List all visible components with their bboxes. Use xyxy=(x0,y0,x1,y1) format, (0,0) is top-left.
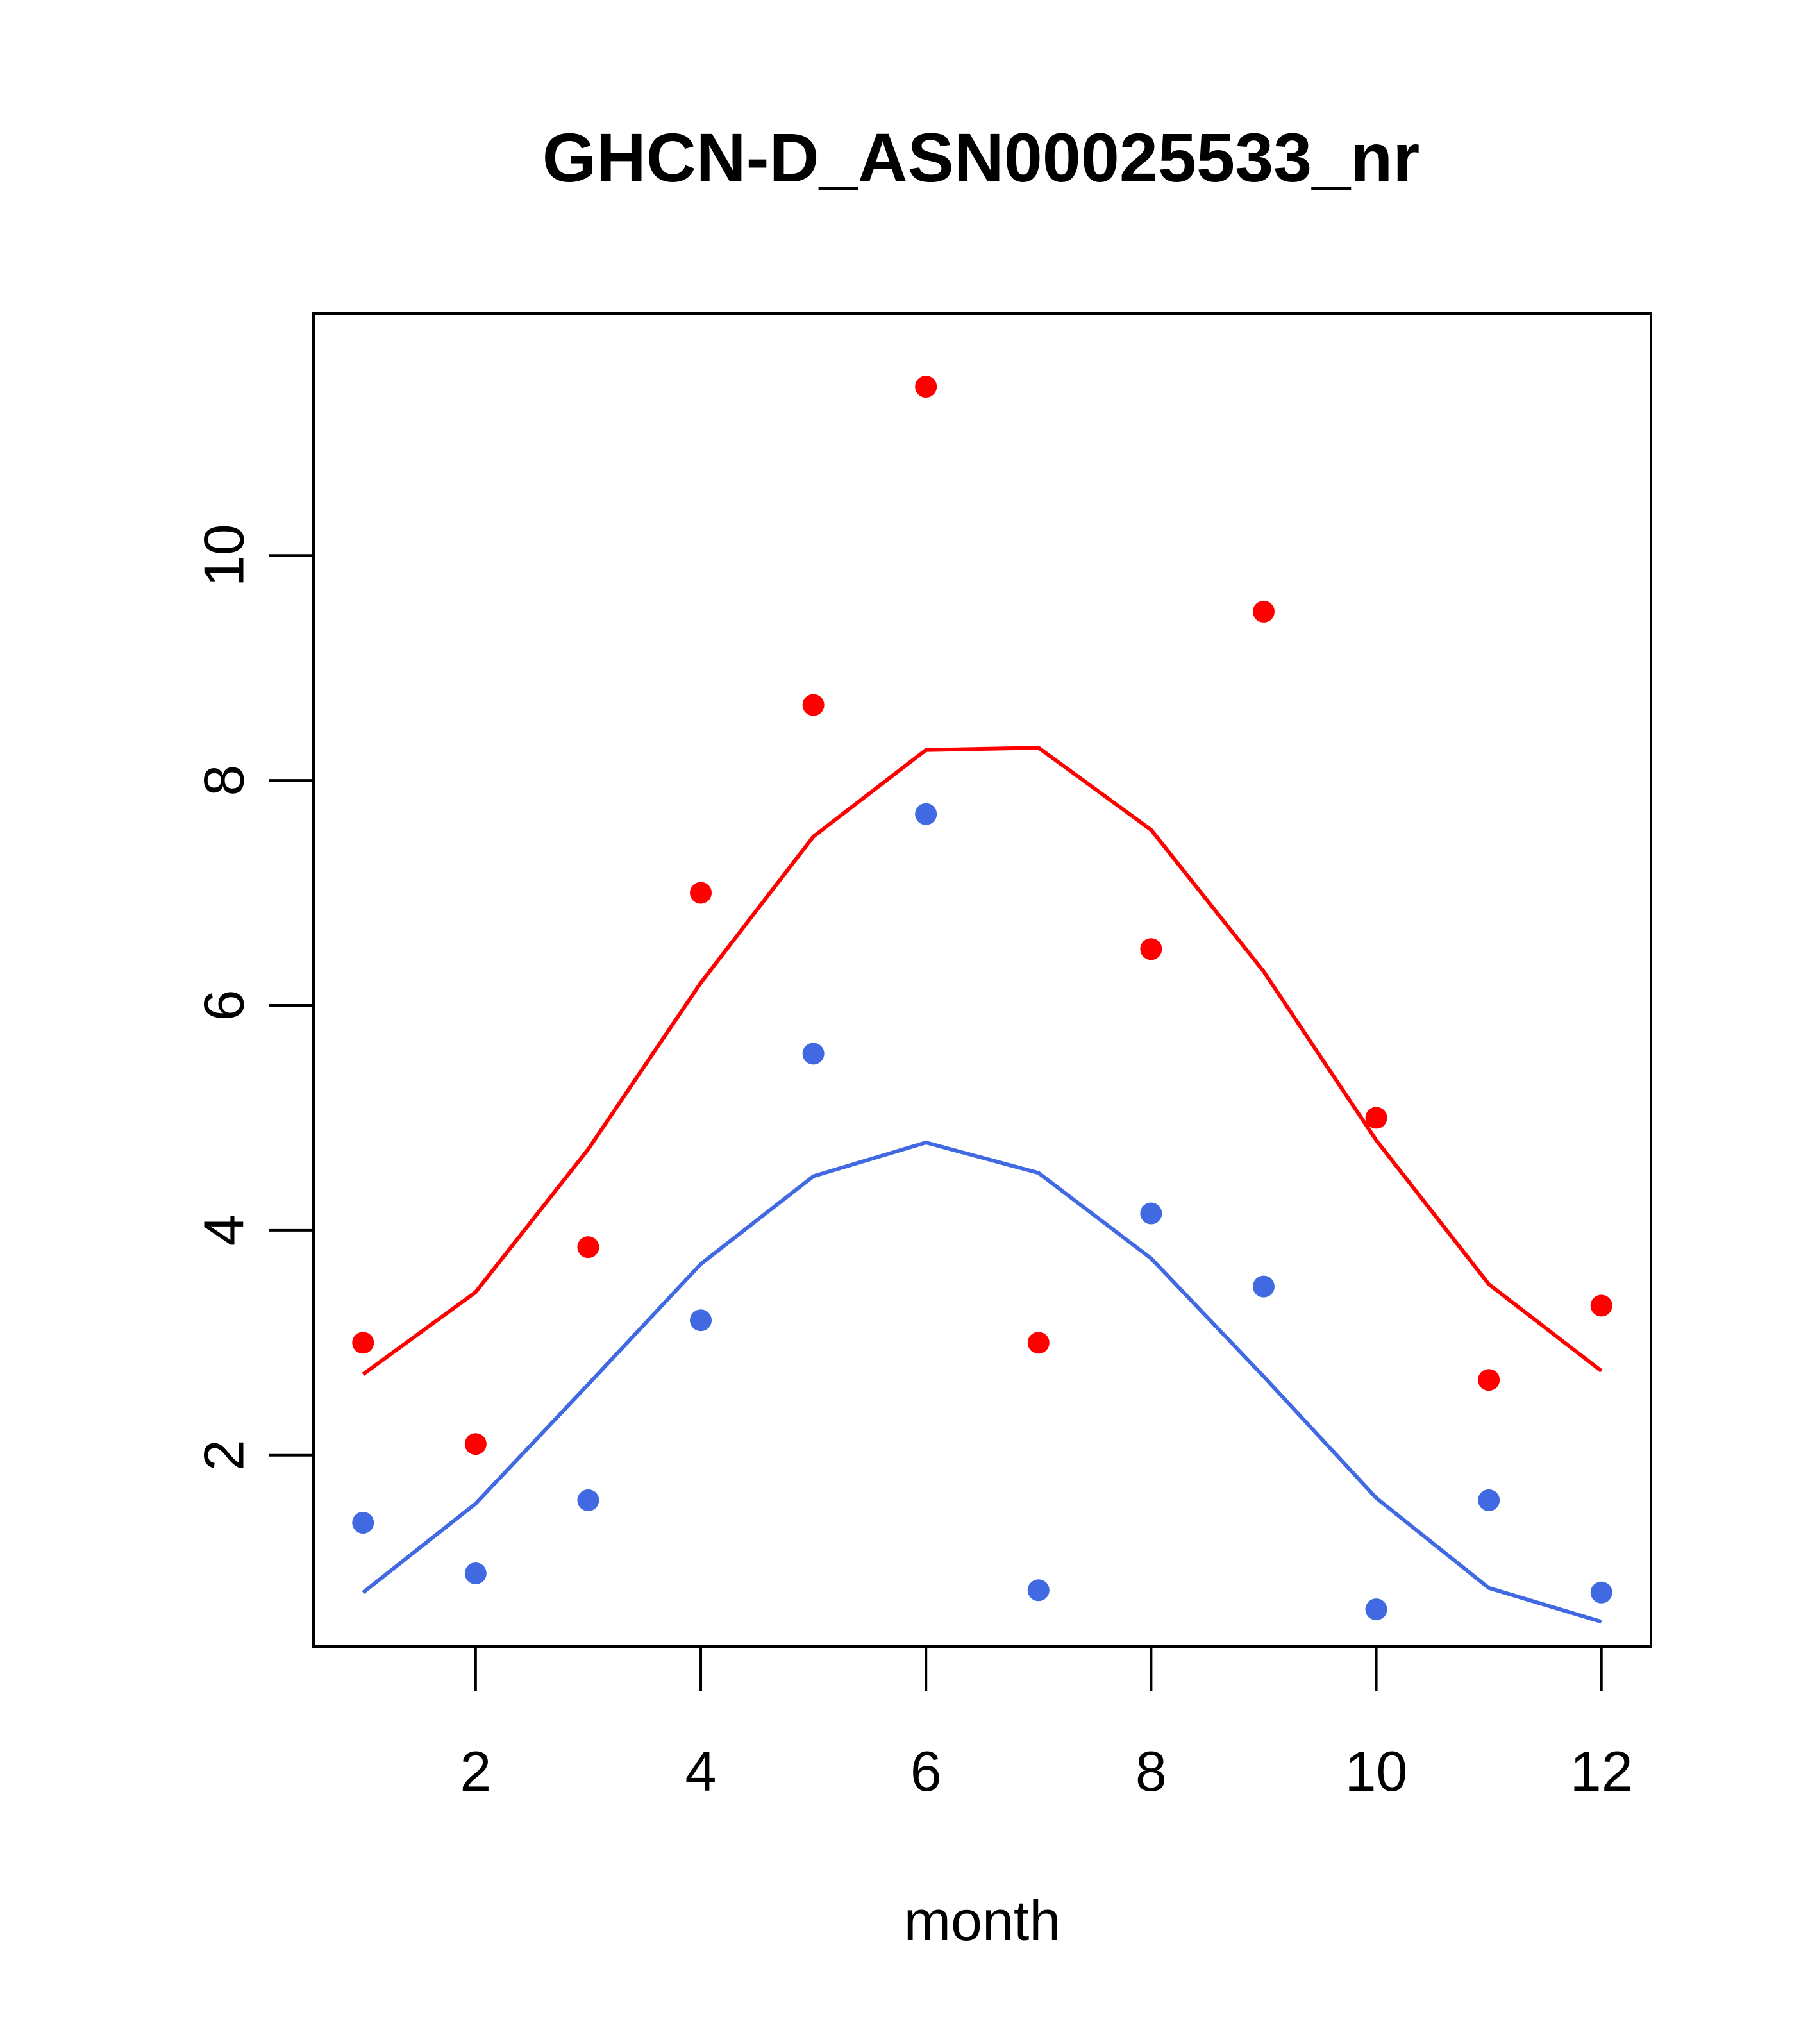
red-data-point xyxy=(802,694,825,716)
red-data-point xyxy=(577,1236,599,1259)
blue-data-point xyxy=(352,1512,374,1534)
plot-frame xyxy=(312,312,1652,1648)
red-data-point xyxy=(1140,938,1162,960)
x-tick-label: 8 xyxy=(1135,1739,1167,1803)
blue-data-point xyxy=(690,1309,712,1332)
blue-data-point xyxy=(464,1562,487,1584)
red-data-point xyxy=(1590,1294,1612,1317)
red-data-point xyxy=(1365,1107,1387,1129)
y-tick-label: 8 xyxy=(192,765,256,796)
blue-data-point xyxy=(1252,1275,1275,1298)
y-tick-label: 2 xyxy=(192,1439,256,1471)
series-layer xyxy=(352,376,1612,1624)
red-series-line xyxy=(362,746,1603,1376)
y-tick-label: 10 xyxy=(192,524,256,587)
red-data-point xyxy=(1478,1369,1500,1391)
blue-data-point xyxy=(1365,1598,1387,1621)
red-data-point xyxy=(1252,600,1275,623)
red-data-point xyxy=(1027,1332,1050,1354)
blue-data-point xyxy=(1027,1579,1050,1602)
x-tick-label: 10 xyxy=(1345,1739,1408,1803)
y-axis: 2 4 6 8 10 xyxy=(192,524,315,1471)
x-axis-label: month xyxy=(904,1889,1061,1952)
x-tick-label: 2 xyxy=(460,1739,491,1803)
x-tick-label: 6 xyxy=(910,1739,942,1803)
chart-title: GHCN-D_ASN00025533_nr xyxy=(542,119,1420,196)
red-data-point xyxy=(464,1433,487,1455)
blue-data-point xyxy=(802,1043,825,1065)
blue-data-point xyxy=(1590,1581,1612,1604)
x-axis: 2 4 6 8 10 12 xyxy=(460,1645,1633,1803)
blue-data-point xyxy=(577,1489,599,1511)
blue-data-point xyxy=(1478,1489,1500,1511)
red-data-point xyxy=(352,1332,374,1354)
x-tick-label: 4 xyxy=(685,1739,717,1803)
y-tick-label: 4 xyxy=(192,1214,256,1246)
red-data-point xyxy=(690,882,712,904)
red-data-point xyxy=(915,376,937,398)
blue-data-point xyxy=(915,803,937,825)
blue-series-line xyxy=(362,1141,1602,1624)
blue-data-point xyxy=(1140,1202,1162,1225)
y-tick-label: 6 xyxy=(192,989,256,1021)
x-tick-label: 12 xyxy=(1570,1739,1633,1803)
